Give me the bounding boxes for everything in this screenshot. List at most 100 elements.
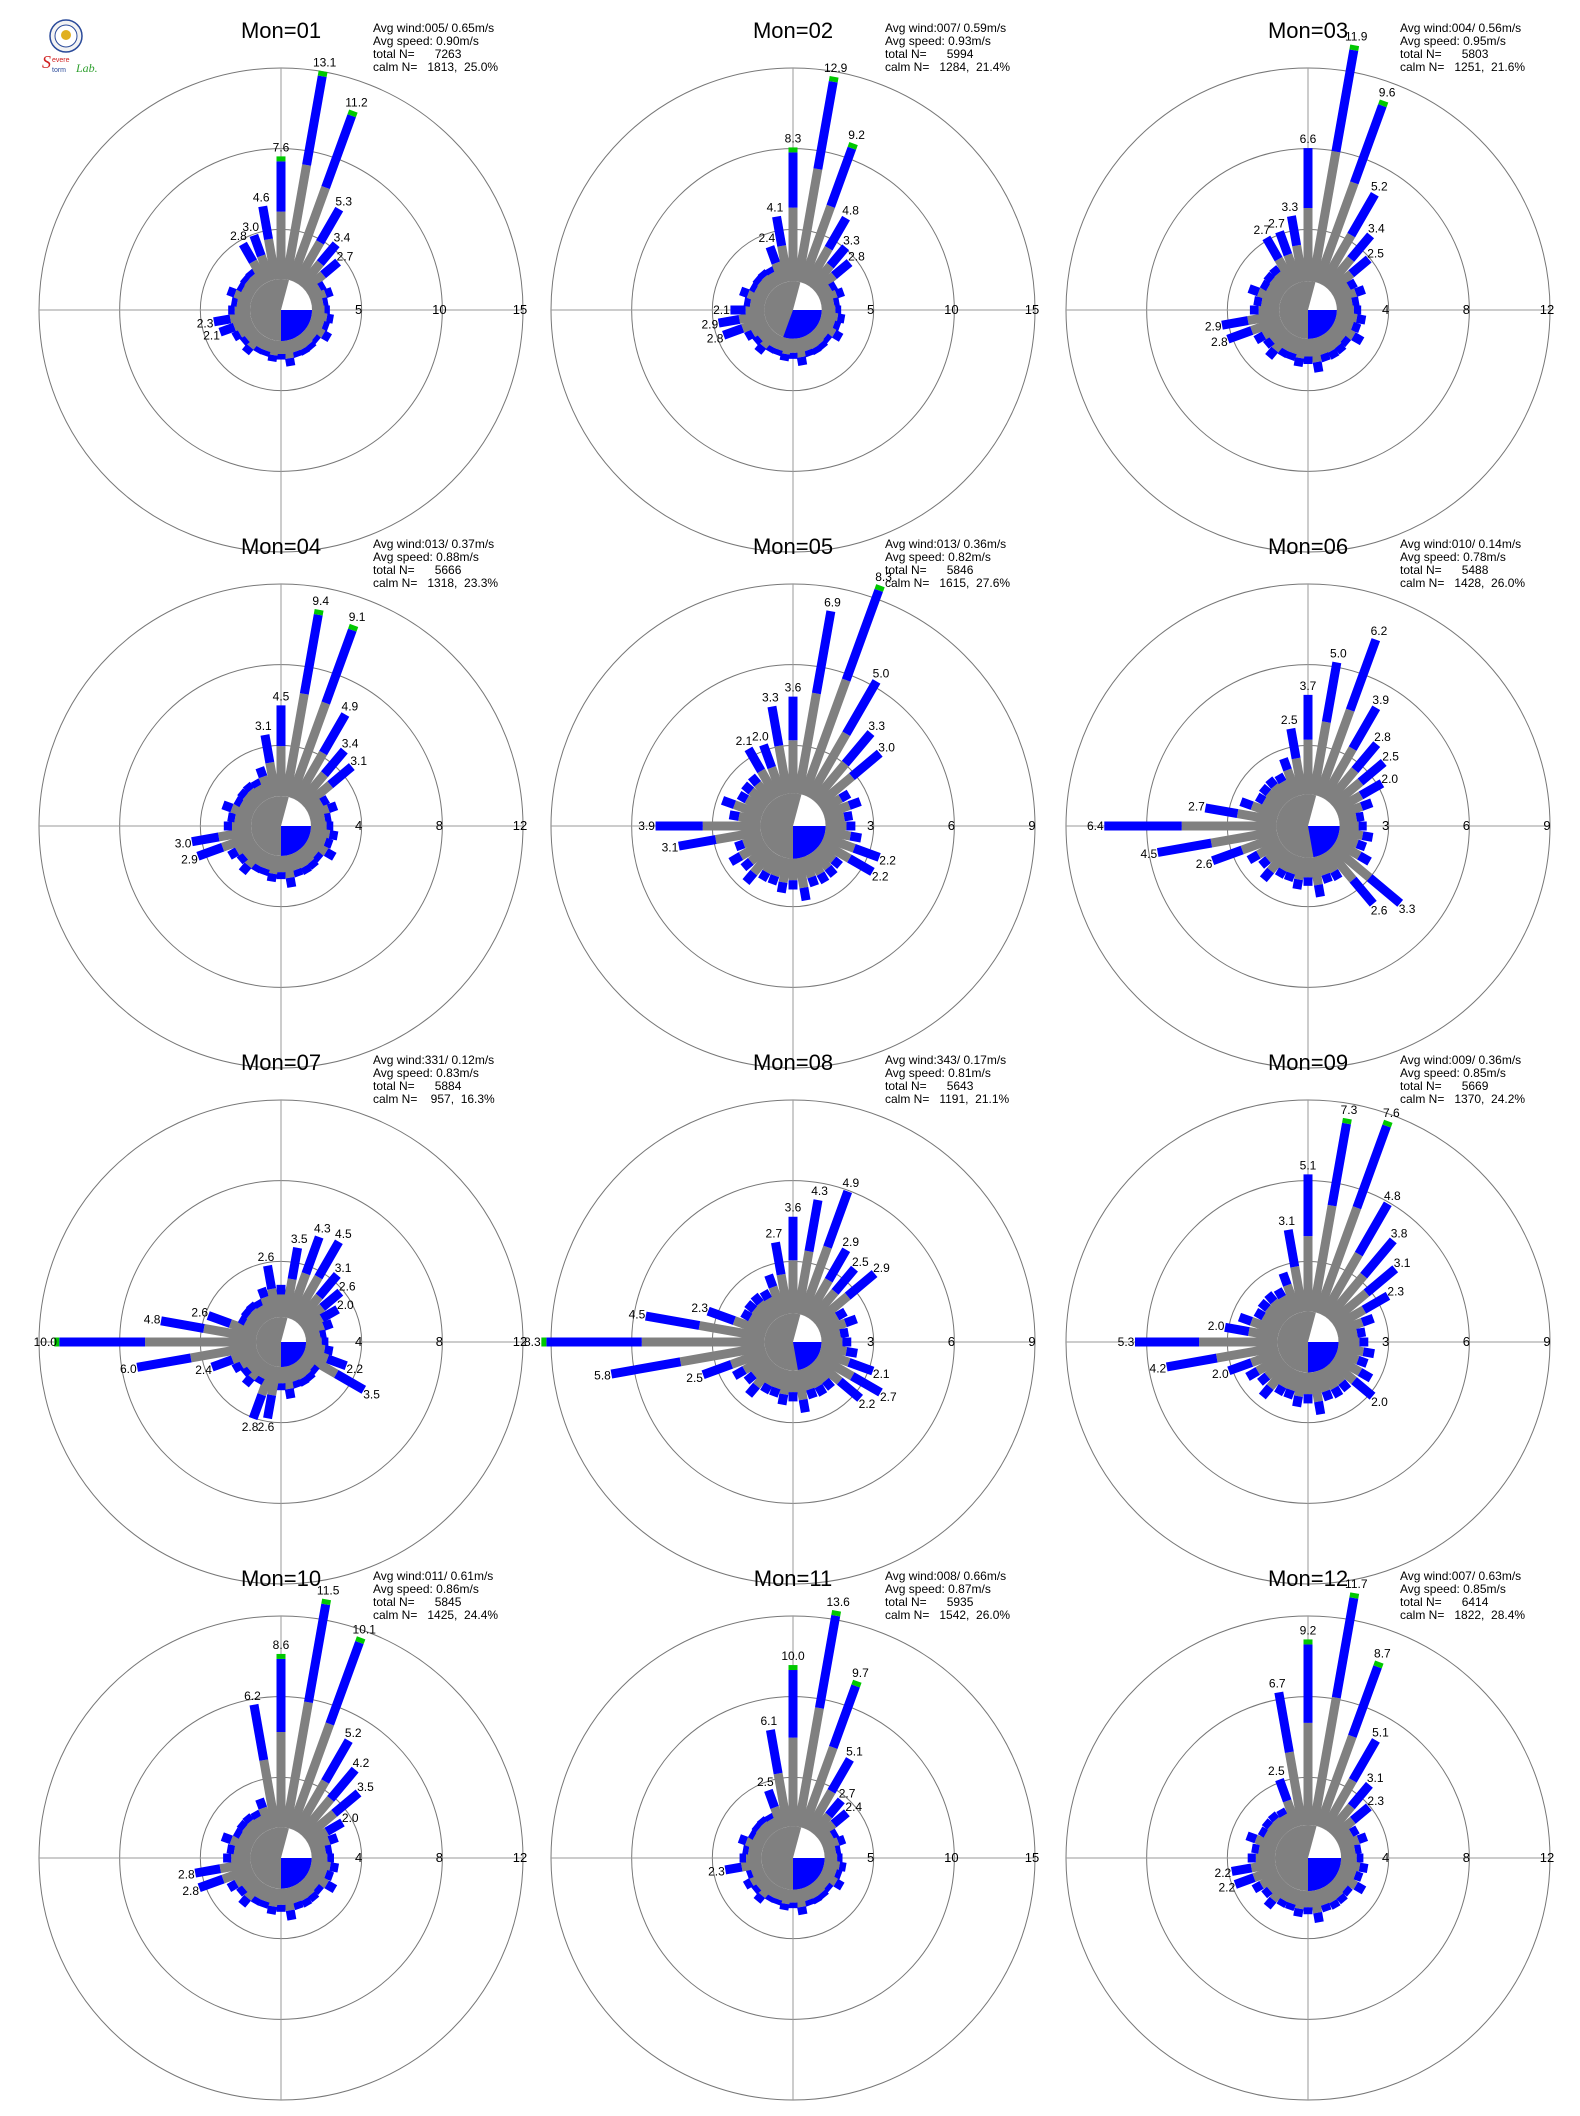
bar-value-label: 9.2 bbox=[848, 128, 865, 142]
chart-title: Mon=09 bbox=[1267, 1050, 1349, 1075]
bar-segment bbox=[751, 1883, 762, 1895]
logo-word-torm: torm bbox=[52, 67, 66, 74]
stat-total-n: total N= 5845 bbox=[373, 1595, 462, 1609]
bar-segment bbox=[317, 70, 328, 78]
wind-bar bbox=[242, 1813, 265, 1838]
bar-segment bbox=[241, 1874, 261, 1893]
wind-bar bbox=[734, 832, 764, 852]
bar-value-label: 4.9 bbox=[843, 1176, 860, 1190]
bar-segment bbox=[1320, 1902, 1332, 1913]
wind-bar bbox=[810, 730, 875, 804]
bar-segment bbox=[679, 1342, 766, 1367]
bar-segment bbox=[1257, 287, 1283, 305]
bar-value-label: 9.6 bbox=[1379, 86, 1396, 100]
bar-value-label: 3.0 bbox=[878, 740, 895, 754]
bar-segment bbox=[818, 1831, 835, 1847]
bar-segment bbox=[1336, 802, 1364, 820]
wind-bar bbox=[297, 1288, 344, 1330]
wind-bar bbox=[717, 310, 766, 328]
wind-bar bbox=[820, 1342, 858, 1358]
bar-segment bbox=[1335, 1318, 1364, 1336]
ring-label: 6 bbox=[948, 1334, 955, 1349]
wind-bar bbox=[1224, 1322, 1279, 1342]
bar-segment bbox=[772, 215, 787, 247]
bar-segment bbox=[839, 1327, 850, 1339]
bar-segment bbox=[260, 734, 275, 764]
bar-segment bbox=[760, 1820, 777, 1837]
bar-segment bbox=[228, 1319, 260, 1338]
bar-segment bbox=[817, 340, 829, 351]
bar-segment bbox=[797, 1906, 808, 1916]
bar-segment bbox=[758, 869, 771, 882]
bar-segment bbox=[772, 1367, 788, 1390]
wind-bar bbox=[809, 1797, 845, 1837]
bar-segment bbox=[776, 881, 788, 894]
wind-bar bbox=[287, 1885, 304, 1911]
wind-bar bbox=[1330, 1803, 1372, 1841]
wind-bar bbox=[240, 1307, 265, 1330]
bar-segment bbox=[1273, 1287, 1287, 1300]
bar-segment bbox=[1347, 232, 1375, 262]
wind-bar bbox=[759, 743, 787, 797]
bar-segment bbox=[820, 1342, 848, 1356]
bar-segment bbox=[250, 778, 263, 789]
wind-bar bbox=[1335, 310, 1367, 325]
wind-bar bbox=[803, 215, 850, 288]
bar-segment bbox=[1314, 854, 1330, 876]
bar-segment bbox=[1330, 1875, 1348, 1893]
wind-stats: Avg wind:013/ 0.37m/s Avg speed: 0.88m/s t… bbox=[373, 538, 498, 590]
wind-bar bbox=[308, 1833, 339, 1852]
bar-segment bbox=[241, 284, 257, 299]
bar-segment bbox=[798, 1398, 810, 1414]
wind-bar bbox=[248, 1363, 277, 1421]
bar-segment bbox=[1313, 1911, 1324, 1923]
wind-bar bbox=[281, 854, 297, 888]
bar-value-label: 7.6 bbox=[273, 140, 290, 154]
bar-segment bbox=[249, 1703, 269, 1761]
wind-bar bbox=[251, 849, 270, 874]
bar-segment bbox=[1357, 1368, 1374, 1383]
wind-bar bbox=[1309, 1889, 1324, 1923]
wind-bar bbox=[1253, 296, 1281, 310]
bar-segment bbox=[732, 1316, 768, 1337]
wind-bar bbox=[818, 315, 842, 332]
bar-segment bbox=[287, 1885, 302, 1904]
bar-segment bbox=[810, 345, 822, 356]
wind-bar bbox=[804, 1757, 854, 1833]
bar-value-label: 5.2 bbox=[345, 1726, 362, 1740]
bar-segment bbox=[300, 864, 312, 876]
bar-value-label: 5.3 bbox=[1118, 1335, 1135, 1349]
wind-bar bbox=[811, 1270, 878, 1328]
bar-segment bbox=[254, 784, 270, 803]
wind-bar bbox=[297, 330, 317, 352]
calm-sector-blue bbox=[281, 1858, 312, 1889]
bar-value-label: 6.6 bbox=[1300, 132, 1317, 146]
wind-bar bbox=[1315, 1887, 1332, 1913]
bar-segment bbox=[239, 1350, 262, 1369]
wind-bar bbox=[742, 1869, 768, 1890]
bar-segment bbox=[1323, 329, 1342, 349]
wind-bar bbox=[794, 1610, 842, 1828]
bar-segment bbox=[738, 310, 766, 324]
wind-bar bbox=[794, 857, 811, 902]
bar-segment bbox=[258, 775, 275, 800]
bar-segment bbox=[219, 1858, 252, 1874]
bar-segment bbox=[779, 1902, 790, 1911]
bar-segment bbox=[1318, 332, 1336, 354]
bar-segment bbox=[739, 286, 750, 298]
calm-sector-white bbox=[793, 1314, 822, 1342]
wind-rose-panel: Mon=02 Avg wind:007/ 0.59m/s Avg speed: 0.… bbox=[535, 18, 1051, 568]
wind-bar bbox=[246, 1301, 269, 1326]
bar-segment bbox=[310, 298, 324, 310]
bar-value-label: 2.6 bbox=[1371, 904, 1388, 918]
wind-bar bbox=[1337, 1327, 1367, 1342]
bar-segment bbox=[268, 854, 281, 875]
bar-value-label: 13.1 bbox=[313, 55, 337, 69]
bar-segment bbox=[319, 1288, 344, 1311]
calm-sector-blue bbox=[1308, 1858, 1342, 1892]
bar-segment bbox=[1245, 1831, 1258, 1844]
stat-total-n: total N= 5994 bbox=[885, 47, 974, 61]
wind-bar bbox=[1279, 757, 1302, 798]
chart-title: Mon=04 bbox=[240, 534, 322, 559]
bar-segment bbox=[780, 1888, 792, 1905]
